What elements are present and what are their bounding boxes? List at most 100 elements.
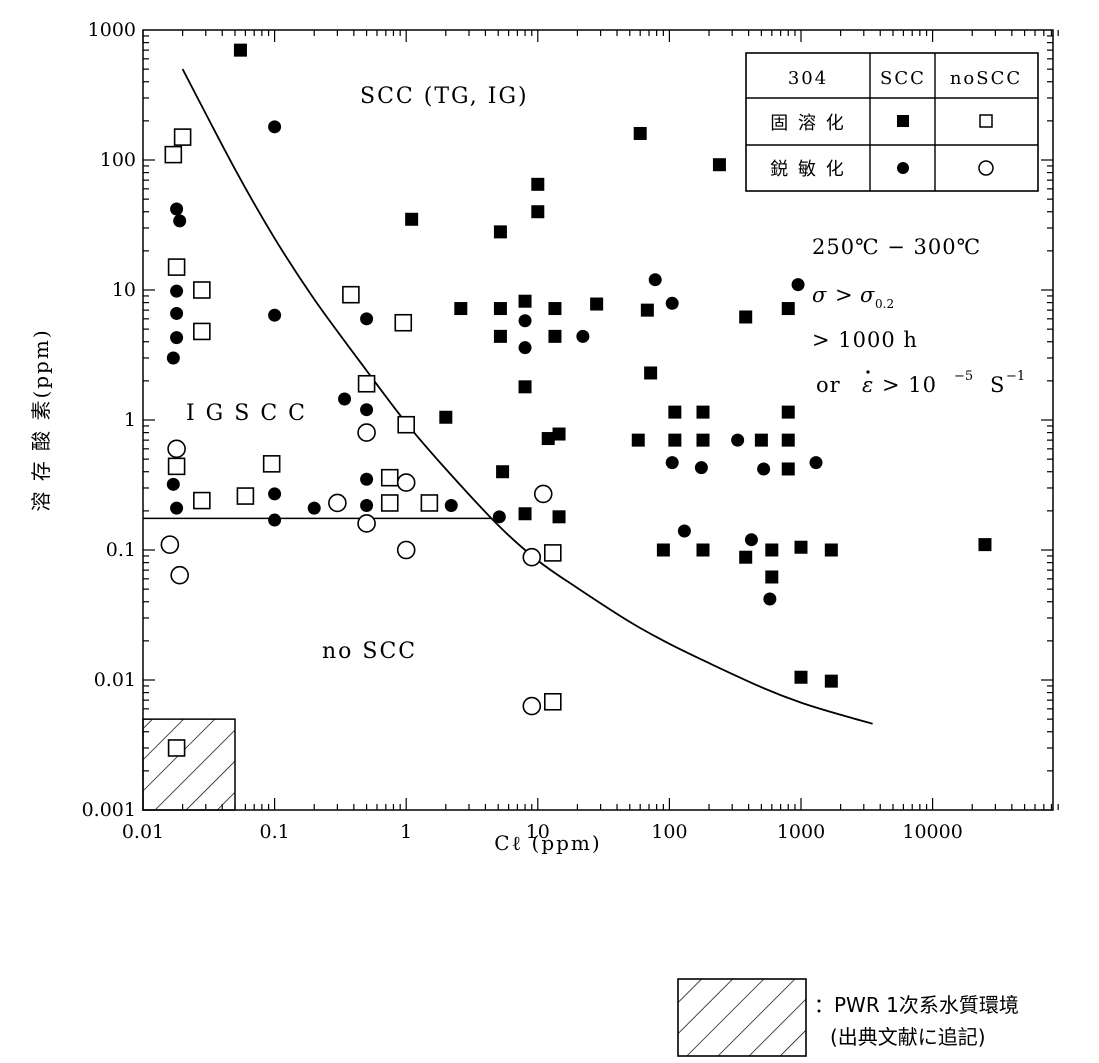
data-point-filled-circle [360,312,374,326]
data-point-filled-circle [677,524,691,538]
condition-stress-prefix: σ > [812,283,854,307]
data-point-filled-square [493,302,507,316]
data-point-filled-square [518,507,532,521]
condition-temperature: 250℃ − 300℃ [812,235,981,259]
data-point-filled-square [233,43,247,57]
data-point-open-square [167,258,186,276]
data-point-filled-circle [170,202,184,216]
data-point-filled-square [794,670,808,684]
data-point-open-circle [170,565,189,585]
data-point-filled-square [548,329,562,343]
data-point-filled-circle [665,456,679,470]
data-point-open-square [543,692,562,711]
data-point-filled-square [765,543,779,557]
legend-header-material: 304 [788,68,828,89]
x-tick-label: 0.1 [259,821,289,843]
data-points [160,43,992,757]
data-point-filled-circle [444,498,458,512]
data-point-open-circle [160,535,180,554]
y-tick-labels: 0.001 0.01 0.1 1 10 100 1000 [82,19,136,821]
data-point-filled-circle [576,329,590,343]
pwr-environment-region [142,718,236,811]
data-point-filled-square [781,433,795,447]
legend-row-label-solution-treated: 固 溶 化 [770,113,845,134]
annotation-scc-region: SCC (TG, IG) [360,84,529,109]
data-point-open-square [193,281,211,299]
data-point-filled-square [754,433,768,447]
data-point-filled-circle [694,461,708,475]
data-point-filled-circle [731,433,745,447]
data-point-filled-circle [492,510,506,524]
data-point-filled-circle [166,477,180,491]
data-point-filled-circle [518,341,532,355]
y-tick-label: 1 [124,409,136,431]
annotation-noscc-region: no SCC [322,639,417,664]
data-point-open-circle [396,473,416,492]
condition-time: > 1000 h [812,328,918,352]
x-tick-label: 0.01 [122,821,164,843]
condition-strain-op: > 10 [882,373,937,397]
data-point-open-circle [396,540,416,560]
condition-strain-prefix: or [816,373,841,397]
data-point-open-square [164,145,183,164]
data-point-filled-square [781,462,795,476]
data-point-filled-square [590,297,604,311]
data-point-filled-square [668,405,682,419]
data-point-filled-square [405,212,419,226]
legend-filled-circle-icon [897,162,909,174]
data-point-filled-square [631,433,645,447]
data-point-filled-circle [757,462,771,476]
condition-stress: σ > σ 0.2 [812,283,894,311]
data-point-open-square [543,544,562,562]
condition-strain-exp: −5 [954,369,973,384]
x-tick-label: 1000 [777,821,825,843]
data-point-filled-circle [763,592,777,606]
data-point-open-circle [357,423,376,442]
data-point-filled-square [640,303,654,317]
data-point-filled-circle [173,214,187,228]
strain-rate-dot [866,370,870,374]
data-point-open-circle [522,696,542,716]
data-point-open-square [167,739,186,757]
data-point-filled-square [531,205,545,219]
condition-strain-symbol: ε [862,373,874,397]
data-point-filled-circle [744,533,758,547]
data-point-filled-square [696,405,710,419]
data-point-filled-circle [268,487,282,501]
x-tick-label: 10000 [902,821,962,843]
data-point-filled-square [552,427,566,441]
data-point-filled-square [824,543,838,557]
footnote-line2: (出典文献に追記) [830,1025,986,1049]
data-point-filled-square [978,538,992,552]
data-point-open-circle [328,493,347,513]
data-point-filled-square [541,432,555,446]
data-point-filled-square [493,329,507,343]
x-tick-label: 10 [526,821,550,843]
data-point-filled-circle [268,308,282,322]
data-point-filled-square [696,543,710,557]
y-tick-label: 10 [112,279,136,301]
condition-stress-symbol: σ [860,283,875,307]
legend-row-label-sensitized: 鋭 敏 化 [770,159,845,180]
data-point-filled-square [633,126,647,140]
data-point-filled-circle [166,351,180,365]
data-point-filled-square [644,366,658,380]
data-point-filled-circle [518,314,532,328]
data-point-open-circle [533,484,553,504]
x-axis-title: Cℓ (ppm) [494,831,601,855]
annotation-igscc-region: I G S C C [186,401,307,426]
data-point-filled-square [496,465,510,479]
y-tick-label: 100 [100,149,136,171]
x-tick-label: 1 [400,821,412,843]
data-point-filled-square [552,510,566,524]
data-point-filled-square [712,158,726,172]
condition-strain: or ε > 10 −5 S −1 [816,369,1025,397]
data-point-filled-circle [170,331,184,345]
legend-filled-square-icon [897,115,909,127]
y-axis-title: 溶 存 酸 素(ppm) [29,328,53,511]
data-point-filled-circle [665,296,679,310]
data-point-filled-circle [791,278,805,292]
data-point-filled-circle [170,501,184,515]
data-point-filled-circle [360,498,374,512]
